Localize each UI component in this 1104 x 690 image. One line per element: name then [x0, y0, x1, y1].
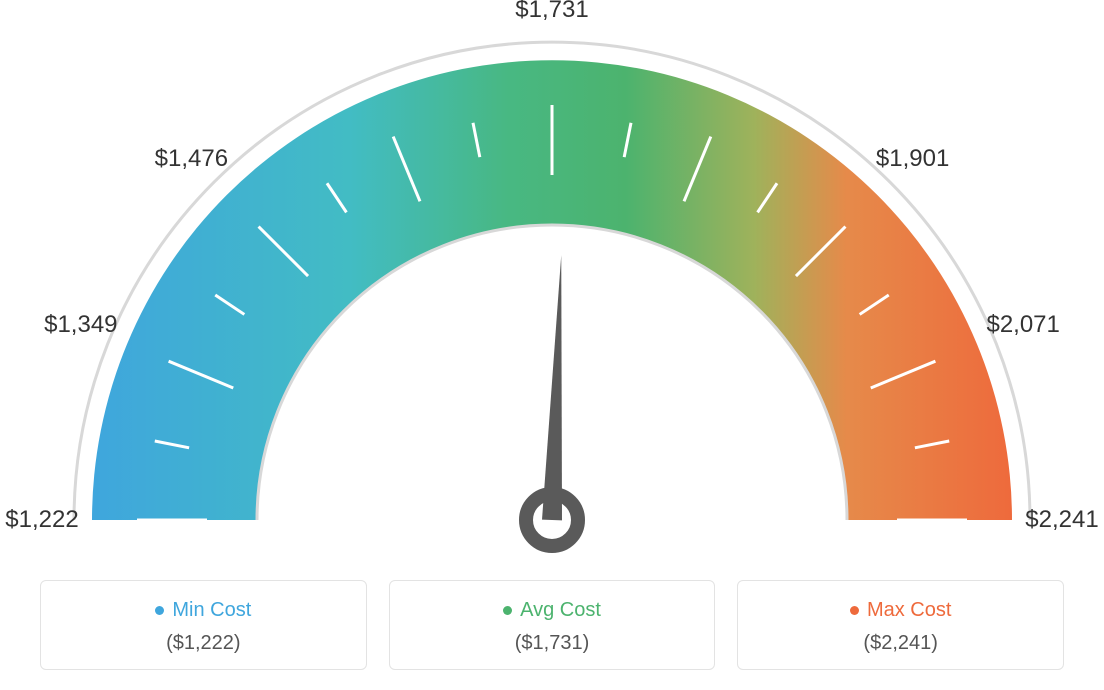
- legend-title: Avg Cost: [503, 599, 601, 622]
- legend-card: Avg Cost ($1,731): [389, 580, 716, 670]
- legend-dot: [503, 606, 512, 615]
- gauge-tick-label: $2,071: [986, 311, 1059, 339]
- gauge-tick-label: $1,349: [44, 311, 117, 339]
- legend-title: Min Cost: [155, 599, 251, 622]
- legend-value: ($1,731): [400, 632, 705, 655]
- gauge-tick-label: $1,731: [515, 0, 588, 24]
- gauge-tick-label: $1,476: [155, 145, 228, 173]
- legend-card: Min Cost ($1,222): [40, 580, 367, 670]
- legend-row: Min Cost ($1,222) Avg Cost ($1,731) Max Cost…: [0, 580, 1104, 670]
- gauge-tick-label: $1,901: [876, 145, 949, 173]
- gauge-area: $1,222 $1,349 $1,476 $1,731 $1,901 $2,071 $2,2…: [0, 0, 1104, 560]
- legend-label: Avg Cost: [520, 599, 601, 622]
- gauge-tick-label: $1,222: [5, 506, 78, 534]
- legend-card: Max Cost ($2,241): [737, 580, 1064, 670]
- gauge-needle: [542, 255, 562, 520]
- legend-value: ($2,241): [748, 632, 1053, 655]
- legend-label: Min Cost: [172, 599, 251, 622]
- legend-value: ($1,222): [51, 632, 356, 655]
- legend-title: Max Cost: [850, 599, 951, 622]
- legend-dot: [850, 606, 859, 615]
- legend-label: Max Cost: [867, 599, 951, 622]
- cost-gauge-container: $1,222 $1,349 $1,476 $1,731 $1,901 $2,071 $2,2…: [0, 0, 1104, 690]
- gauge-tick-label: $2,241: [1025, 506, 1098, 534]
- gauge-svg: [0, 0, 1104, 560]
- legend-dot: [155, 606, 164, 615]
